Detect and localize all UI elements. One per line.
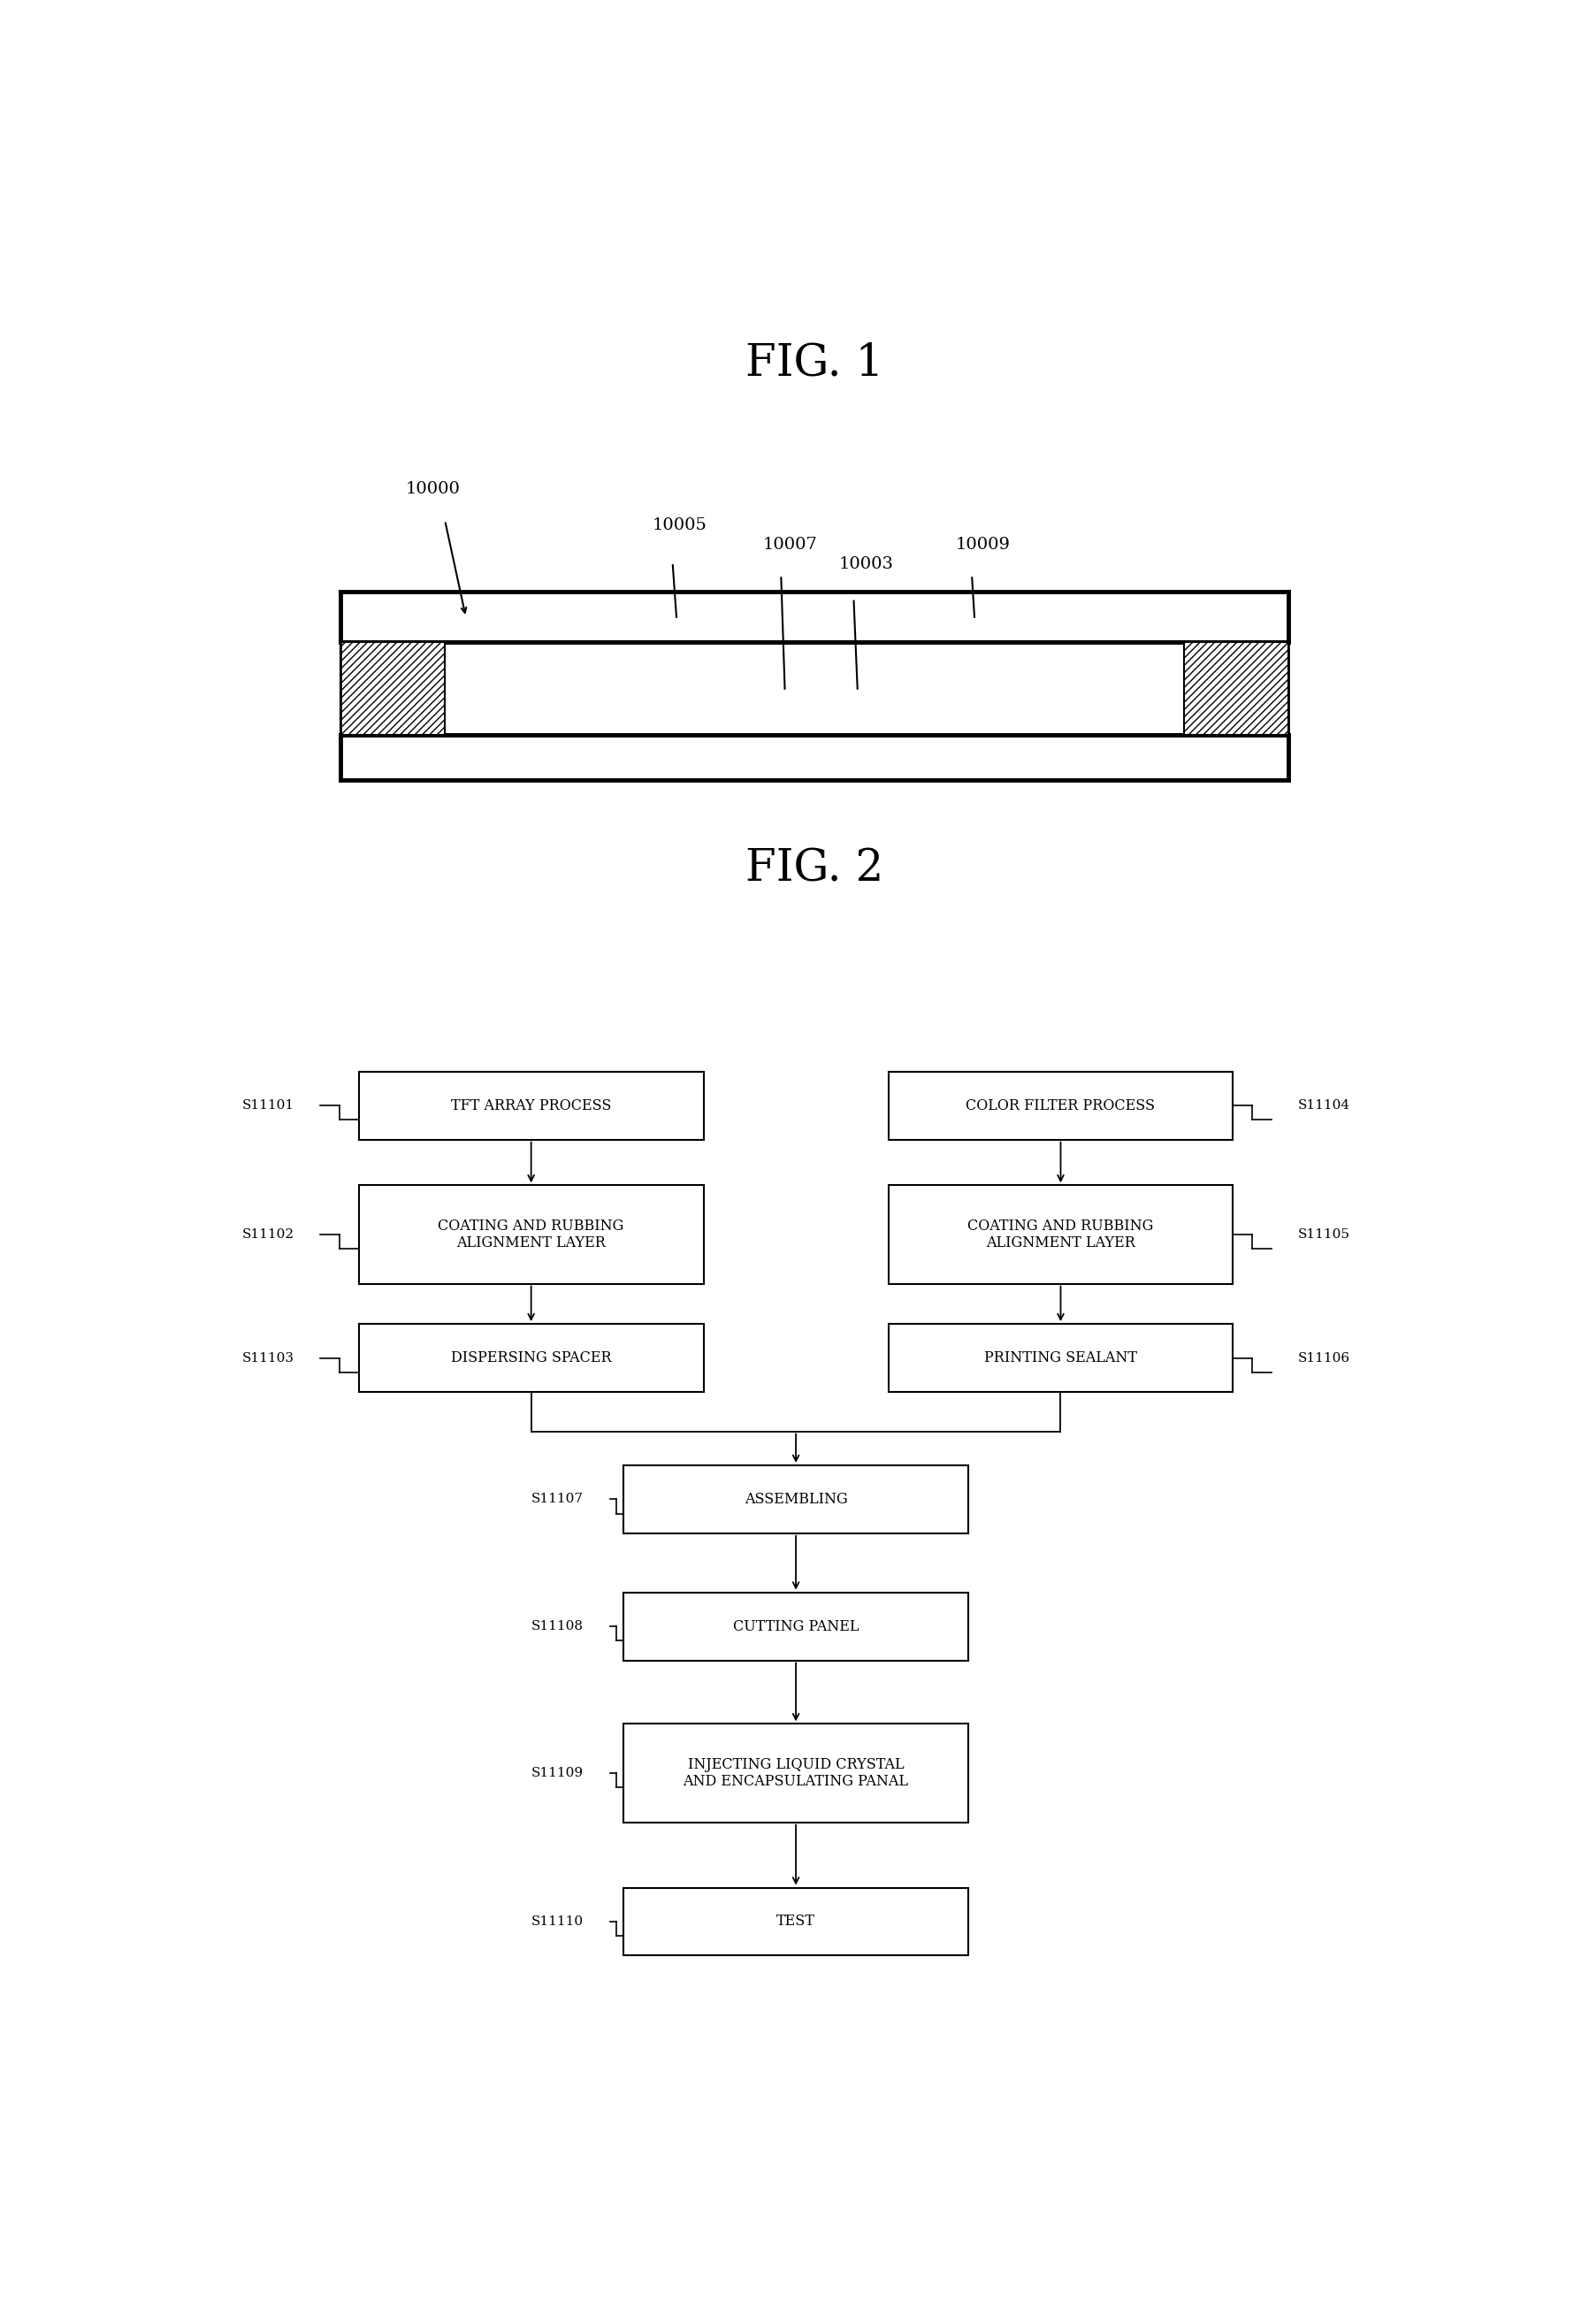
Bar — [340, 593, 1289, 641]
Bar — [623, 1592, 968, 1659]
Bar — [623, 1724, 968, 1822]
Bar — [1184, 641, 1289, 734]
Text: 10000: 10000 — [405, 481, 461, 497]
Text: 10003: 10003 — [839, 555, 895, 572]
Text: INJECTING LIQUID CRYSTAL
AND ENCAPSULATING PANAL: INJECTING LIQUID CRYSTAL AND ENCAPSULATI… — [683, 1757, 909, 1789]
Bar — [340, 641, 445, 734]
Text: S11110: S11110 — [531, 1915, 583, 1929]
Text: ASSEMBLING: ASSEMBLING — [744, 1492, 847, 1506]
Text: COATING AND RUBBING
ALIGNMENT LAYER: COATING AND RUBBING ALIGNMENT LAYER — [968, 1218, 1154, 1250]
Text: DISPERSING SPACER: DISPERSING SPACER — [451, 1350, 612, 1367]
Bar — [888, 1325, 1233, 1392]
Text: PRINTING SEALANT: PRINTING SEALANT — [984, 1350, 1138, 1367]
Text: COLOR FILTER PROCESS: COLOR FILTER PROCESS — [966, 1099, 1155, 1113]
Text: S11102: S11102 — [242, 1229, 294, 1241]
Text: FIG. 1: FIG. 1 — [745, 342, 883, 386]
Text: S11105: S11105 — [1298, 1229, 1351, 1241]
Text: S11108: S11108 — [531, 1620, 583, 1631]
Bar — [888, 1071, 1233, 1139]
Text: 10007: 10007 — [763, 537, 817, 553]
Text: S11106: S11106 — [1298, 1353, 1351, 1364]
Bar — [340, 593, 1289, 781]
Text: S11101: S11101 — [242, 1099, 294, 1111]
Text: S11109: S11109 — [531, 1766, 583, 1780]
Text: S11107: S11107 — [531, 1492, 583, 1506]
Bar — [340, 734, 1289, 781]
Text: TFT ARRAY PROCESS: TFT ARRAY PROCESS — [451, 1099, 612, 1113]
Text: 10009: 10009 — [957, 537, 1011, 553]
Bar — [359, 1071, 704, 1139]
Bar — [359, 1185, 704, 1283]
Text: S11103: S11103 — [242, 1353, 294, 1364]
Bar — [623, 1466, 968, 1534]
Text: S11104: S11104 — [1298, 1099, 1351, 1111]
Bar — [359, 1325, 704, 1392]
Text: 10005: 10005 — [651, 516, 707, 532]
Text: TEST: TEST — [777, 1915, 815, 1929]
Bar — [888, 1185, 1233, 1283]
Bar — [340, 641, 1289, 734]
Bar — [623, 1887, 968, 1954]
Text: FIG. 2: FIG. 2 — [745, 848, 883, 892]
Text: CUTTING PANEL: CUTTING PANEL — [733, 1620, 860, 1634]
Text: COATING AND RUBBING
ALIGNMENT LAYER: COATING AND RUBBING ALIGNMENT LAYER — [439, 1218, 624, 1250]
